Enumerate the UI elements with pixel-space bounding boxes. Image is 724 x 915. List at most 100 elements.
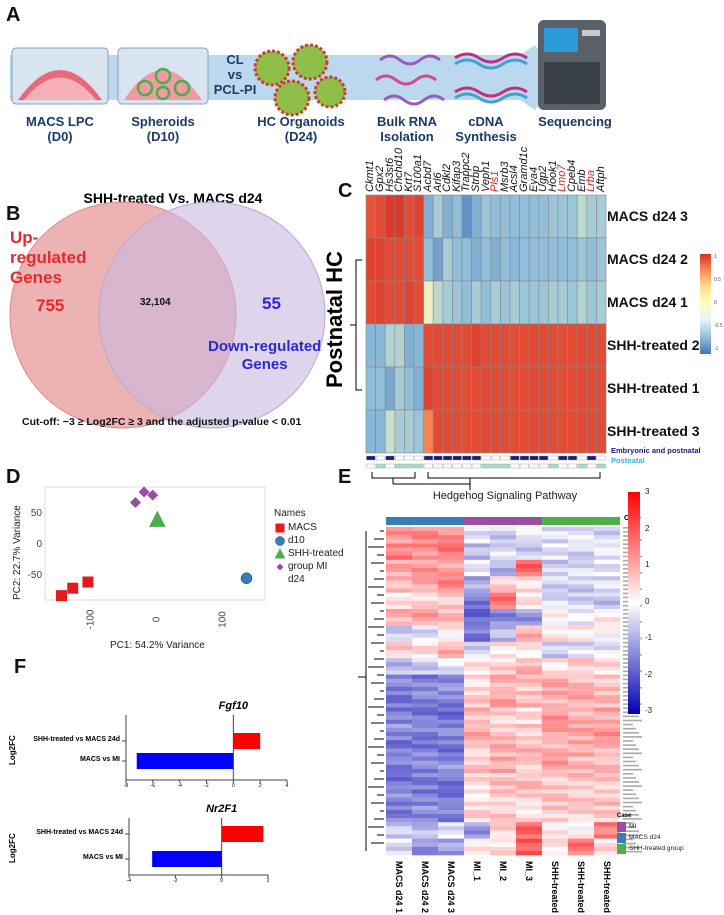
- heatmap-e-cell: [516, 580, 542, 585]
- annotation-cell-postnatal: [433, 463, 443, 469]
- heatmap-e-cell: [542, 777, 568, 782]
- heatmap-e-cell: [542, 535, 568, 540]
- heatmap-e-cell: [464, 805, 490, 811]
- heatmap-e-cell: [412, 637, 438, 643]
- heatmap-e-cell: [568, 559, 594, 565]
- heatmap-e-cell: [412, 777, 438, 782]
- heatmap-e-cell: [490, 707, 516, 712]
- heatmap-e-cell: [594, 691, 620, 696]
- heatmap-e-cell: [412, 555, 438, 561]
- heatmap-e-cell: [490, 654, 516, 659]
- heatmap-e-cell: [464, 822, 490, 827]
- heatmap-e-cell: [516, 752, 542, 757]
- heatmap-e-cell: [542, 723, 568, 729]
- heatmap-e-cell: [386, 674, 412, 679]
- heatmap-e-cell: [490, 805, 516, 811]
- heatmap-e-cell: [568, 797, 594, 802]
- case-legend-swatch: [617, 833, 626, 843]
- f-xtick-label: -8: [123, 783, 129, 789]
- heatmap-e-cell: [438, 629, 464, 634]
- heatmap-e-cell: [412, 699, 438, 704]
- case-bar-cell: [568, 517, 594, 525]
- heatmap-e-cell: [594, 842, 620, 848]
- heatmap-e-cell: [386, 822, 412, 827]
- heatmap-e-cell: [594, 764, 620, 770]
- heatmap-e-cell: [542, 838, 568, 843]
- heatmap-e-cell: [438, 732, 464, 737]
- heatmap-e-cell: [568, 563, 594, 569]
- heatmap-e-cell: [568, 555, 594, 561]
- gene-label-e: [623, 715, 639, 718]
- heatmap-e-cell: [594, 633, 620, 638]
- heatmap-c-cell: [596, 409, 607, 454]
- heatmap-e-cell: [594, 555, 620, 561]
- heatmap-e-cell: [386, 531, 412, 536]
- pca-point-group-mi: [138, 486, 150, 498]
- heatmap-e-cell: [568, 740, 594, 745]
- heatmap-e-cell: [464, 744, 490, 749]
- heatmap-e-cell: [490, 666, 516, 671]
- heatmap-e-cell: [438, 826, 464, 831]
- heatmap-e-cell: [386, 707, 412, 712]
- heatmap-e-cell: [412, 814, 438, 819]
- heatmap-e-cell: [438, 658, 464, 663]
- case-legend-label: MI: [629, 823, 637, 830]
- heatmap-e-cell: [412, 809, 438, 815]
- heatmap-e-cell: [542, 670, 568, 675]
- heatmap-e-cell: [542, 629, 568, 634]
- heatmap-e-cell: [542, 551, 568, 556]
- colorbar-c-tick: 1: [714, 254, 717, 260]
- heatmap-e-cell: [542, 773, 568, 778]
- case-bar-cell: [412, 517, 438, 525]
- heatmap-e-cell: [386, 777, 412, 782]
- heatmap-e-cell: [386, 789, 412, 794]
- heatmap-e-cell: [464, 539, 490, 544]
- heatmap-e-cell: [490, 551, 516, 556]
- heatmap-e-cell: [516, 535, 542, 540]
- heatmap-e-cell: [568, 650, 594, 655]
- rna-strands-icon: [375, 54, 445, 106]
- colorbar-c-tick: 0: [714, 300, 717, 306]
- heatmap-e-cell: [542, 814, 568, 819]
- sequencer-icon: [538, 20, 606, 110]
- heatmap-e-cell: [464, 686, 490, 692]
- heatmap-e-cell: [386, 756, 412, 761]
- heatmap-e-cell: [542, 818, 568, 823]
- heatmap-e-cell: [490, 674, 516, 679]
- heatmap-e-cell: [386, 719, 412, 725]
- heatmap-e-cell: [568, 719, 594, 725]
- heatmap-e-cell: [464, 691, 490, 696]
- heatmap-e-cell: [438, 576, 464, 581]
- heatmap-e-cell: [594, 535, 620, 540]
- heatmap-e-cell: [438, 727, 464, 733]
- heatmap-e-cell: [516, 789, 542, 794]
- heatmap-e-cell: [412, 842, 438, 848]
- heatmap-e-cell: [594, 818, 620, 823]
- heatmap-e-cell: [568, 842, 594, 848]
- heatmap-e-cell: [516, 695, 542, 700]
- heatmap-e-cell: [542, 531, 568, 536]
- heatmap-e-cell: [464, 674, 490, 679]
- heatmap-e-cell: [594, 826, 620, 831]
- annotation-cell-embryonic: [558, 455, 568, 461]
- heatmap-e-cell: [412, 645, 438, 651]
- pca-point-macs: [67, 582, 79, 594]
- f-xtick-label: -2: [173, 878, 178, 884]
- heatmap-e-cell: [568, 539, 594, 544]
- annotation-cell-embryonic: [519, 455, 529, 461]
- heatmap-e-cell: [594, 551, 620, 556]
- heatmap-e-cell: [386, 715, 412, 720]
- gene-label-e: [623, 797, 639, 800]
- gene-label-e: [623, 764, 639, 767]
- heatmap-e-cell: [490, 543, 516, 548]
- heatmap-e-cell: [542, 809, 568, 815]
- heatmap-e-cell: [464, 613, 490, 618]
- pca-xlabel: PC1: 54.2% Variance: [110, 640, 205, 651]
- heatmap-e-cell: [516, 658, 542, 663]
- heatmap-e-cell: [516, 760, 542, 766]
- colorbar-e-tick: -3: [645, 706, 653, 715]
- heatmap-e-cell: [464, 850, 490, 856]
- gene-label-e: [623, 736, 642, 738]
- heatmap-e-cell: [490, 752, 516, 757]
- heatmap-e-cell: [490, 568, 516, 573]
